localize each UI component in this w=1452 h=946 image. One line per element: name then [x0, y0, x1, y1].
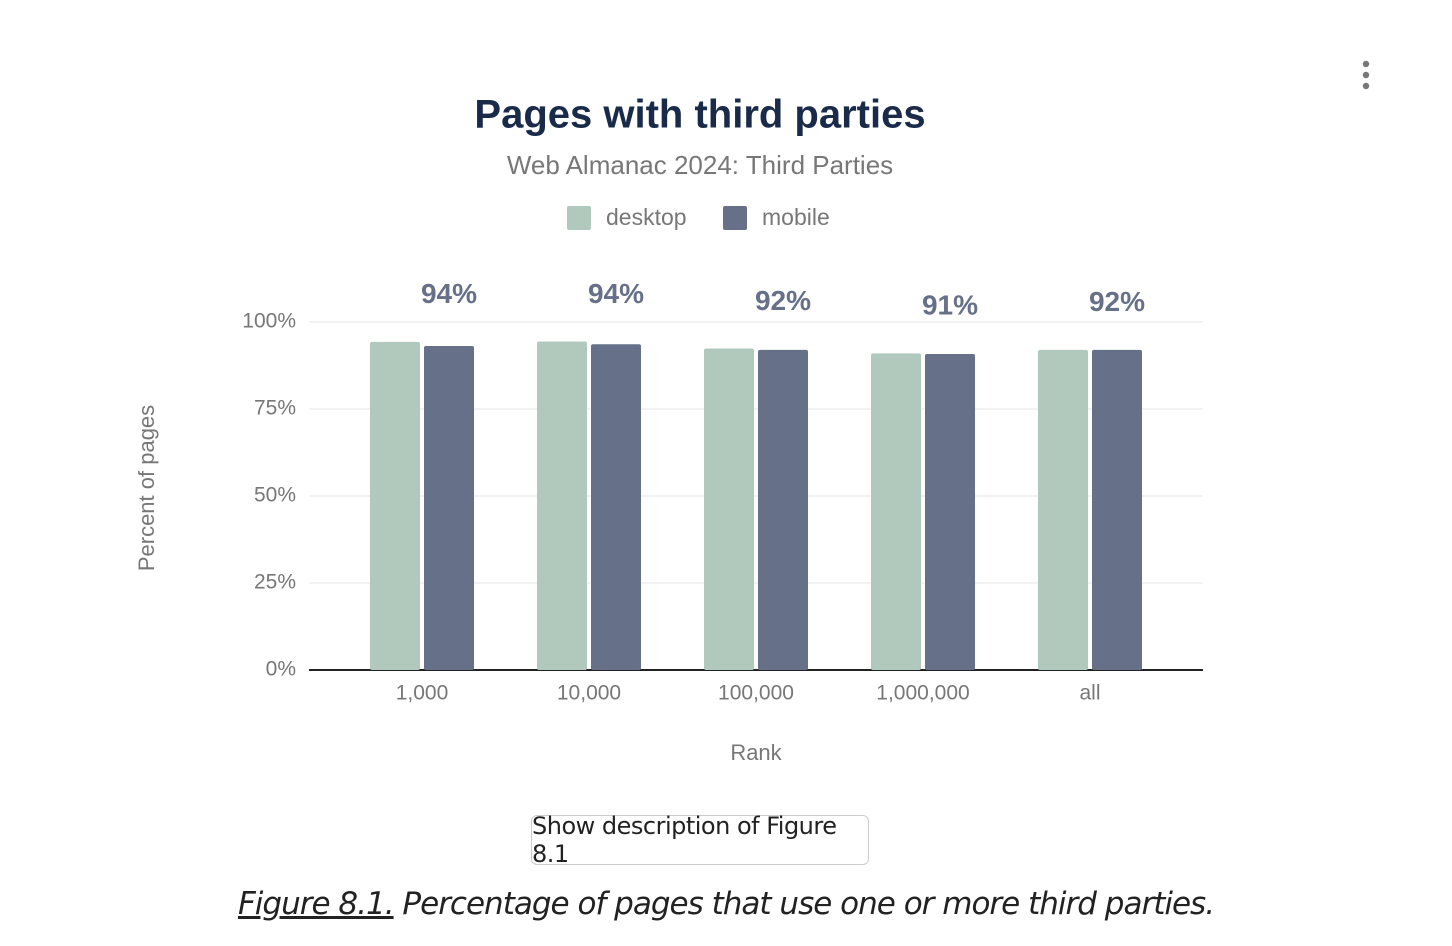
legend-swatch: [723, 206, 747, 230]
bar: [1038, 349, 1088, 670]
bar: [537, 341, 587, 670]
description-button[interactable]: Show description of Figure 8.1: [531, 812, 869, 868]
y-tick-label: 25%: [254, 571, 296, 594]
value-label: 92%: [755, 285, 811, 316]
x-tick-label: all: [1079, 682, 1100, 705]
y-axis-label: Percent of pages: [134, 405, 159, 571]
bar: [370, 341, 420, 670]
legend-swatch: [567, 206, 591, 230]
x-tick-label: 10,000: [557, 682, 621, 705]
x-axis-label: Rank: [730, 740, 782, 765]
x-tick-label: 1,000,000: [876, 682, 969, 705]
value-label: 91%: [922, 290, 978, 321]
chart-title: Pages with third parties: [474, 93, 925, 137]
x-tick-label: 100,000: [718, 682, 794, 705]
y-tick-label: 50%: [254, 484, 296, 507]
bar: [871, 353, 921, 670]
caption-text: Percentage of pages that use one or more…: [402, 886, 1215, 922]
menu-icon[interactable]: [1362, 60, 1370, 90]
legend-label: desktop: [606, 204, 687, 230]
caption-link[interactable]: Figure 8.1.: [237, 886, 395, 922]
menu-dot[interactable]: [1362, 60, 1370, 68]
y-tick-label: 0%: [266, 658, 296, 681]
bar: [925, 354, 975, 670]
value-label: 94%: [588, 278, 644, 309]
y-tick-label: 75%: [254, 397, 296, 420]
bar: [704, 348, 754, 670]
chart-subtitle: Web Almanac 2024: Third Parties: [507, 150, 893, 180]
bar: [1092, 349, 1142, 670]
y-tick-label: 100%: [242, 310, 296, 333]
menu-dot[interactable]: [1362, 71, 1370, 79]
legend-label: mobile: [762, 204, 830, 230]
value-label: 94%: [421, 278, 477, 309]
bar: [591, 344, 641, 670]
bar: [758, 349, 808, 670]
value-label: 92%: [1089, 286, 1145, 317]
caption: Figure 8.1. Percentage of pages that use…: [0, 886, 1452, 922]
bar: [424, 346, 474, 670]
menu-dot[interactable]: [1362, 82, 1370, 90]
x-tick-label: 1,000: [396, 682, 449, 705]
